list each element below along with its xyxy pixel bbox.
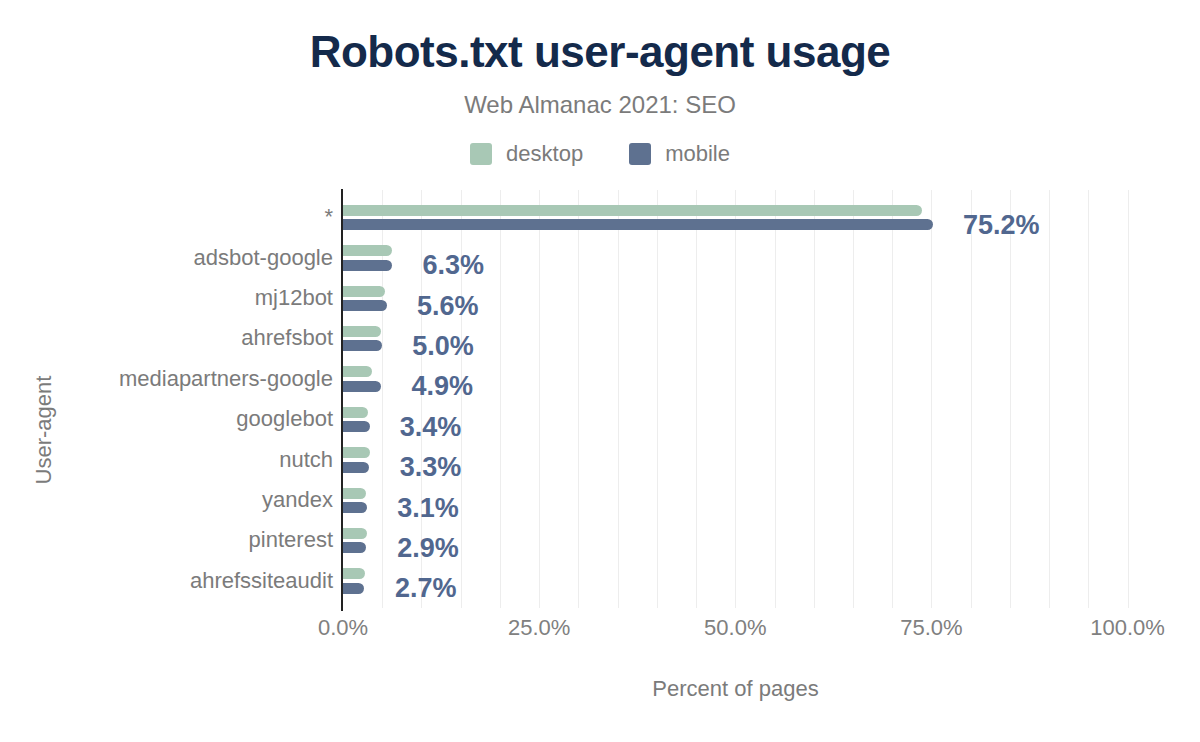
category-label: * <box>0 206 333 228</box>
bar-mobile-pinterest <box>343 542 366 553</box>
legend-label-desktop: desktop <box>506 143 583 165</box>
gridline <box>735 190 736 608</box>
bar-mobile-ahrefsbot <box>343 340 382 351</box>
legend: desktop mobile <box>0 143 1200 165</box>
category-label: ahrefssiteaudit <box>0 570 333 592</box>
x-axis-title: Percent of pages <box>343 678 1128 700</box>
bar-desktop-pinterest <box>343 528 367 539</box>
gridline <box>618 190 619 608</box>
bar-desktop-nutch <box>343 447 370 458</box>
gridline <box>500 190 501 608</box>
gridline <box>657 190 658 608</box>
value-label: 2.7% <box>395 575 457 602</box>
legend-label-mobile: mobile <box>665 143 730 165</box>
gridline <box>1049 190 1050 608</box>
gridline <box>1128 190 1129 608</box>
gridline <box>971 190 972 608</box>
bar-mobile-googlebot <box>343 421 370 432</box>
value-label: 75.2% <box>963 211 1040 238</box>
value-label: 4.9% <box>411 373 473 400</box>
legend-item-desktop: desktop <box>470 143 583 165</box>
value-label: 3.3% <box>400 454 462 481</box>
x-axis-tick-label: 0.0% <box>283 617 403 639</box>
bar-mobile-ahrefssiteaudit <box>343 583 364 594</box>
bar-desktop-* <box>343 205 922 216</box>
gridline <box>1010 190 1011 608</box>
value-label: 6.3% <box>422 252 484 279</box>
x-axis-tick-label: 100.0% <box>1068 617 1188 639</box>
category-label: mj12bot <box>0 287 333 309</box>
gridline <box>775 190 776 608</box>
bar-mobile-* <box>343 219 933 230</box>
gridline <box>853 190 854 608</box>
x-axis-tick-label: 75.0% <box>871 617 991 639</box>
bar-desktop-adsbot-google <box>343 245 392 256</box>
y-axis-title: User-agent <box>33 330 55 530</box>
value-label: 3.1% <box>397 494 459 521</box>
bar-mobile-yandex <box>343 502 367 513</box>
chart-subtitle: Web Almanac 2021: SEO <box>0 93 1200 117</box>
bar-desktop-ahrefsbot <box>343 326 381 337</box>
bar-mobile-adsbot-google <box>343 260 392 271</box>
gridline <box>892 190 893 608</box>
value-label: 5.0% <box>412 332 474 359</box>
bar-desktop-mediapartners-google <box>343 366 372 377</box>
gridline <box>578 190 579 608</box>
chart-title: Robots.txt user-agent usage <box>0 30 1200 74</box>
gridline <box>696 190 697 608</box>
value-label: 5.6% <box>417 292 479 319</box>
gridline <box>814 190 815 608</box>
bar-desktop-googlebot <box>343 407 368 418</box>
category-label: pinterest <box>0 529 333 551</box>
value-label: 3.4% <box>400 413 462 440</box>
bar-desktop-yandex <box>343 488 366 499</box>
bar-desktop-ahrefssiteaudit <box>343 568 365 579</box>
legend-item-mobile: mobile <box>629 143 730 165</box>
chart: Robots.txt user-agent usage Web Almanac … <box>0 0 1200 742</box>
bar-mobile-nutch <box>343 462 369 473</box>
legend-swatch-mobile <box>629 143 651 165</box>
gridline <box>1088 190 1089 608</box>
legend-swatch-desktop <box>470 143 492 165</box>
bar-desktop-mj12bot <box>343 286 385 297</box>
gridline <box>539 190 540 608</box>
bar-mobile-mediapartners-google <box>343 381 381 392</box>
x-axis-tick-label: 25.0% <box>479 617 599 639</box>
value-label: 2.9% <box>397 534 459 561</box>
category-label: adsbot-google <box>0 247 333 269</box>
gridline <box>931 190 932 608</box>
x-axis-tick-label: 50.0% <box>675 617 795 639</box>
bar-mobile-mj12bot <box>343 300 387 311</box>
